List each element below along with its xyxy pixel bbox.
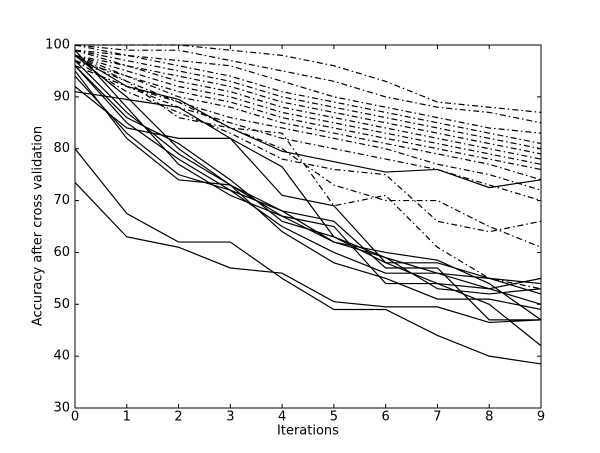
x-tick-label: 3 xyxy=(226,410,234,425)
series-line xyxy=(74,44,542,124)
x-tick-label: 5 xyxy=(330,410,338,425)
series-line xyxy=(74,65,542,290)
series-line xyxy=(74,70,542,311)
series-line xyxy=(74,182,542,324)
series-line xyxy=(74,54,542,248)
x-tick-label: 6 xyxy=(382,410,390,425)
series-line xyxy=(74,148,542,365)
x-tick-label: 2 xyxy=(174,410,182,425)
series-line xyxy=(74,65,542,202)
series-line xyxy=(74,59,542,171)
x-tick-label: 1 xyxy=(123,410,131,425)
x-tick-label: 0 xyxy=(71,410,79,425)
y-tick-label: 30 xyxy=(53,401,70,416)
y-tick-label: 60 xyxy=(53,245,70,260)
series-line xyxy=(74,60,542,191)
x-tick-label: 4 xyxy=(278,410,286,425)
series-line xyxy=(74,54,542,165)
y-tick-label: 80 xyxy=(53,141,70,156)
x-axis-label: Iterations xyxy=(277,424,339,439)
plot-frame xyxy=(74,44,542,409)
series-line xyxy=(74,49,542,134)
y-tick-label: 90 xyxy=(53,89,70,104)
y-axis-label: Accuracy after cross validation xyxy=(31,126,46,326)
y-tick-label: 50 xyxy=(53,297,70,312)
series-line xyxy=(74,60,542,321)
y-tick-label: 70 xyxy=(53,193,70,208)
series-line xyxy=(74,49,542,160)
series-line xyxy=(74,75,541,321)
series-line xyxy=(74,65,542,295)
series-line xyxy=(74,91,542,295)
x-tick-label: 8 xyxy=(485,410,493,425)
series-line xyxy=(74,54,542,181)
y-tick-label: 100 xyxy=(45,38,70,53)
series-line xyxy=(74,86,542,290)
series-line xyxy=(74,49,542,150)
series-line xyxy=(74,54,542,155)
x-tick-label: 9 xyxy=(537,410,545,425)
series-line xyxy=(74,54,542,285)
y-tick-label: 40 xyxy=(53,349,70,364)
series-line xyxy=(74,65,542,305)
x-tick-label: 7 xyxy=(433,410,441,425)
series-line xyxy=(74,44,542,145)
series-line xyxy=(74,54,542,189)
series-line xyxy=(74,60,542,233)
